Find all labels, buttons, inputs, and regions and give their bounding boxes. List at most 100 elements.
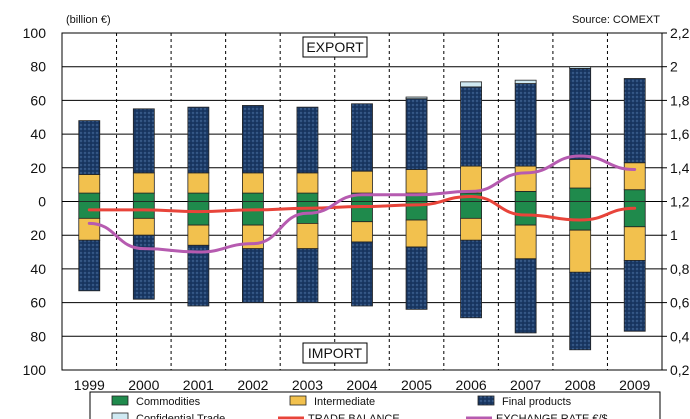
x-tick-label: 2004	[346, 377, 377, 393]
y-right-tick-label: 2,2	[670, 25, 690, 41]
export-label-box	[302, 36, 368, 58]
legend-label-intermediate: Intermediate	[314, 396, 375, 408]
bar-final_products-export	[623, 78, 646, 164]
bar-final_products-import	[242, 248, 264, 303]
bar-confidential_trade-export	[460, 81, 482, 88]
bar-commodities-import	[187, 201, 210, 226]
bar-final_products-export	[351, 103, 373, 172]
y-left-tick-label: 20	[30, 160, 46, 176]
y-left-tick-label: 80	[30, 328, 46, 344]
x-tick-label: 2001	[183, 377, 214, 393]
bar-final_products-export	[405, 98, 428, 170]
bar-final_products-export	[514, 83, 537, 167]
x-tick-label: 2007	[510, 377, 541, 393]
y-left-tick-label: 100	[23, 25, 47, 41]
bar-final_products-export	[460, 86, 482, 167]
y-right-tick-label: 2	[670, 59, 678, 75]
y-left-tick-label: 60	[30, 295, 46, 311]
bar-intermediate-import	[351, 221, 373, 243]
line-trade_balance	[87, 194, 637, 222]
bar-commodities-import	[623, 201, 646, 228]
bar-confidential_trade-export	[514, 79, 537, 84]
y-left-tick-label: 0	[38, 194, 46, 210]
unit-label: (billion €)	[66, 14, 111, 26]
y-right-tick-label: 0,6	[670, 295, 690, 311]
source-label: Source: COMEXT	[572, 14, 660, 26]
bar-commodities-export	[132, 192, 155, 202]
y-right-tick-label: 0,8	[670, 261, 690, 277]
bar-intermediate-import	[187, 224, 210, 246]
x-tick-label: 1999	[74, 377, 105, 393]
bar-confidential_trade-export	[569, 66, 592, 69]
bar-intermediate-export	[514, 165, 537, 192]
legend-label-trade_balance: TRADE BALANCE	[308, 413, 400, 419]
bar-commodities-export	[78, 192, 101, 202]
y-right-tick-label: 1,6	[670, 126, 690, 142]
legend-label-confidential_trade: Confidential Trade	[136, 413, 225, 419]
x-tick-label: 2003	[292, 377, 323, 393]
legend-label-exchange_rate: EXCHANGE RATE €/$	[496, 413, 608, 419]
bar-intermediate-export	[242, 172, 264, 194]
bar-final_products-export	[296, 106, 319, 174]
legend-swatch-confidential_trade	[111, 412, 129, 419]
bar-intermediate-export	[405, 169, 428, 194]
y-left-tick-label: 100	[23, 362, 47, 378]
bar-final_products-export	[569, 67, 592, 160]
bar-commodities-export	[623, 189, 646, 202]
bar-final_products-import	[132, 234, 155, 300]
legend-label-final_products: Final products	[502, 396, 572, 408]
y-right-tick-label: 1	[670, 227, 678, 243]
x-tick-label: 2000	[128, 377, 159, 393]
bar-intermediate-import	[78, 217, 101, 241]
y-right-tick-label: 1,4	[670, 160, 690, 176]
bar-final_products-import	[296, 248, 319, 303]
bar-commodities-export	[514, 190, 537, 202]
bar-final_products-export	[78, 120, 101, 175]
x-tick-label: 2002	[237, 377, 268, 393]
y-left-tick-label: 40	[30, 126, 46, 142]
bar-intermediate-export	[351, 170, 373, 194]
x-tick-label: 2006	[456, 377, 487, 393]
import-label-box	[302, 342, 368, 364]
bar-intermediate-import	[623, 226, 646, 261]
y-right-tick-label: 0,4	[670, 328, 690, 344]
bar-final_products-import	[78, 239, 101, 292]
legend-swatch-final_products	[477, 395, 495, 406]
bar-final_products-export	[132, 108, 155, 174]
bar-intermediate-export	[187, 172, 210, 194]
bar-confidential_trade-export	[405, 96, 428, 100]
bar-intermediate-export	[132, 172, 155, 194]
bar-commodities-import	[351, 201, 373, 223]
x-tick-label: 2009	[619, 377, 650, 393]
bar-intermediate-export	[569, 158, 592, 189]
bar-final_products-export	[242, 105, 264, 174]
bar-commodities-import	[569, 201, 592, 231]
bar-intermediate-import	[569, 229, 592, 273]
y-left-tick-label: 20	[30, 227, 46, 243]
bar-intermediate-export	[623, 162, 646, 191]
bar-final_products-import	[405, 246, 428, 310]
bar-final_products-import	[351, 241, 373, 307]
bar-commodities-export	[242, 192, 264, 202]
legend-swatch-commodities	[111, 395, 129, 406]
x-tick-label: 2005	[401, 377, 432, 393]
y-left-tick-label: 80	[30, 59, 46, 75]
bar-final_products-import	[187, 244, 210, 307]
legend-box	[89, 391, 661, 419]
legend-swatch-intermediate	[289, 395, 307, 406]
bar-final_products-import	[460, 239, 482, 319]
legend-label-commodities: Commodities	[136, 396, 201, 408]
y-left-tick-label: 60	[30, 92, 46, 108]
x-tick-label: 2008	[565, 377, 596, 393]
bar-commodities-export	[187, 192, 210, 202]
bar-final_products-export	[187, 106, 210, 174]
y-right-tick-label: 1,2	[670, 194, 690, 210]
bar-intermediate-export	[78, 174, 101, 194]
bar-commodities-export	[296, 192, 319, 202]
bar-intermediate-import	[460, 217, 482, 241]
bar-commodities-import	[242, 201, 264, 226]
bar-final_products-import	[514, 258, 537, 334]
y-right-tick-label: 0,2	[670, 362, 690, 378]
y-right-tick-label: 1,8	[670, 92, 690, 108]
bar-intermediate-import	[296, 223, 319, 250]
